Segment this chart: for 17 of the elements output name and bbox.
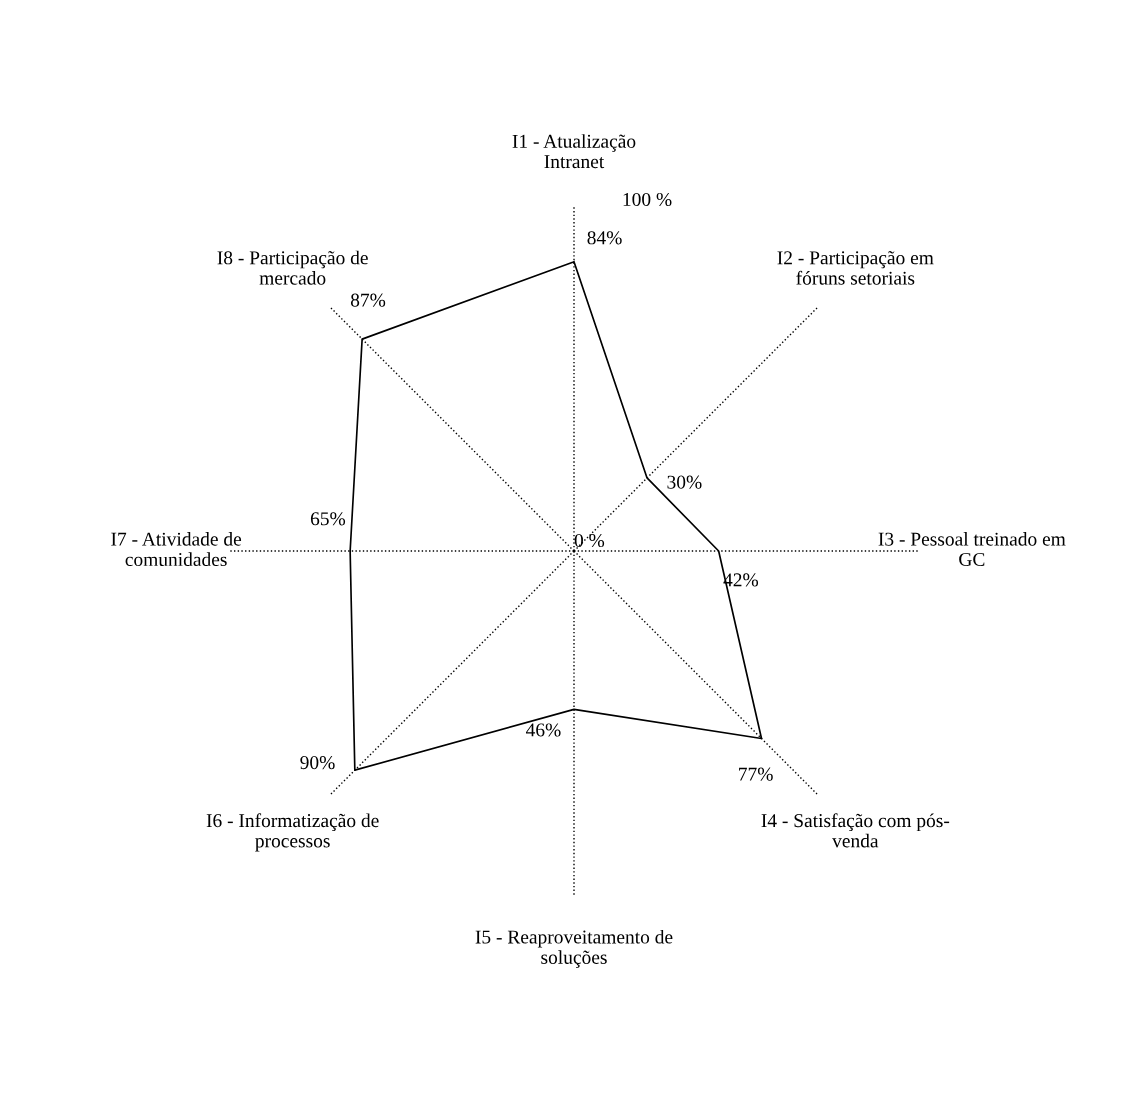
spoke-label: I5 - Reaproveitamento de soluções xyxy=(475,929,673,968)
data-label: 87% xyxy=(350,293,386,307)
spoke-label: I6 - Informatização de processos xyxy=(206,813,379,852)
y-tick-label: 0 % xyxy=(574,533,605,548)
spoke-label: I2 - Participação em fóruns setoriais xyxy=(777,251,934,285)
spoke-label: I8 - Participação de mercado xyxy=(217,250,368,285)
data-label: 90% xyxy=(300,756,335,770)
spoke-label: I4 - Satisfação com pós-venda xyxy=(761,813,950,848)
data-label: 77% xyxy=(739,767,773,781)
spoke-label: I3 - Pessoal treinado em GC xyxy=(878,532,1066,567)
spoke-label: I7 - Atividade de comunidades xyxy=(111,532,242,567)
spoke-label: I1 - Atualização Intranet xyxy=(512,134,636,169)
y-tick-label: 100 % xyxy=(623,192,672,207)
data-label: 30% xyxy=(667,475,702,489)
data-label: 46% xyxy=(526,723,561,737)
data-label: 65% xyxy=(310,512,346,526)
data-label: 84% xyxy=(587,231,622,245)
